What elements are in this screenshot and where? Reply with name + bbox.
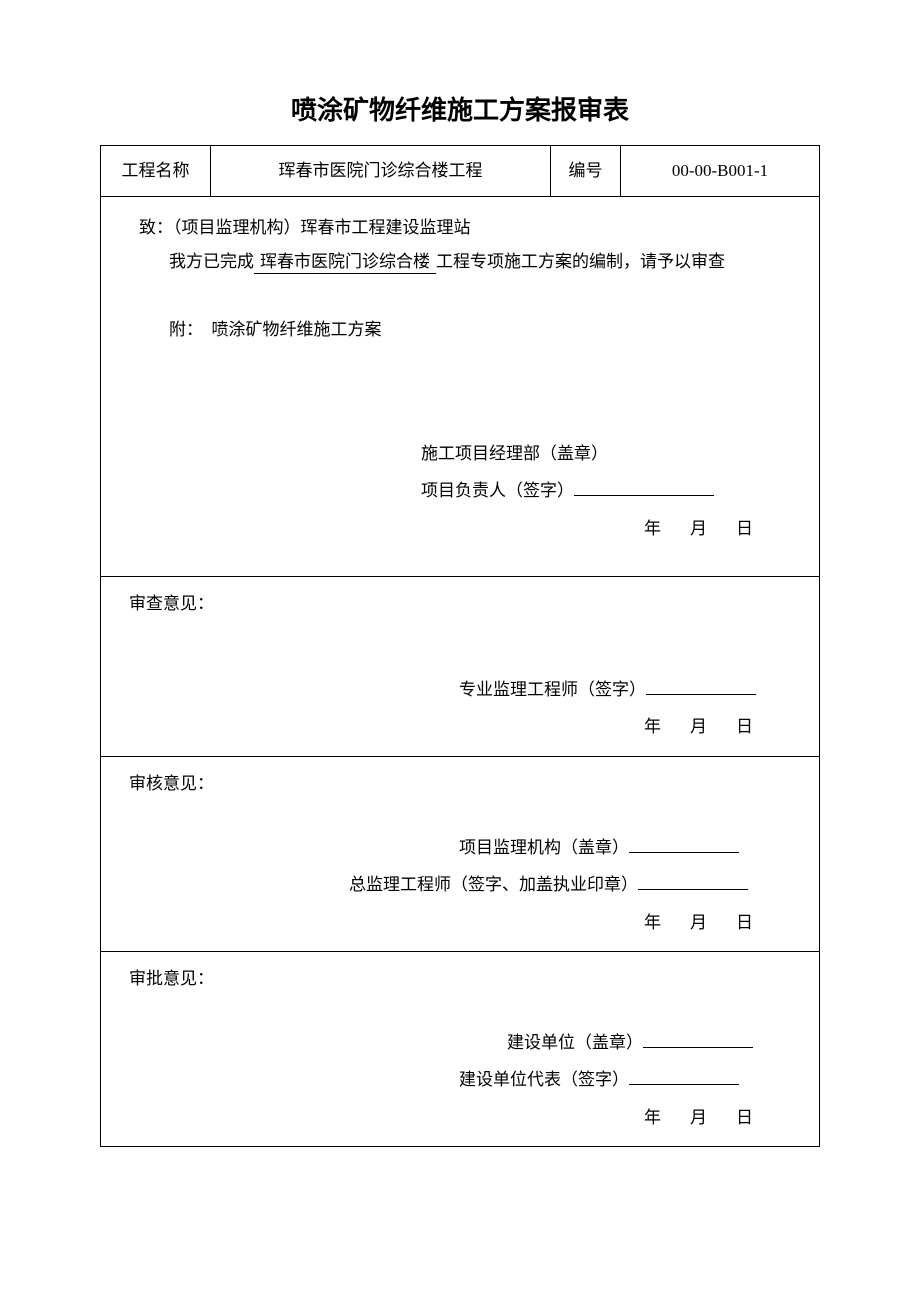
attach-name: 喷涂矿物纤维施工方案: [212, 320, 382, 339]
to-name: 珲春市工程建设监理站: [301, 218, 471, 237]
approve-section: 审批意见： 建设单位（盖章） 建设单位代表（签字） 年 月 日: [101, 951, 820, 1146]
audit-date: 年 月 日: [349, 904, 799, 941]
approve-title: 审批意见：: [129, 962, 799, 996]
person-sign-label: 项目负责人（签字）: [421, 481, 574, 500]
form-title: 喷涂矿物纤维施工方案报审表: [100, 90, 820, 127]
project-name: 珲春市医院门诊综合楼工程: [211, 146, 551, 197]
review-title: 审查意见：: [129, 587, 799, 621]
completed-suffix: 工程专项施工方案的编制，请予以审查: [436, 252, 725, 271]
audit-title: 审核意见：: [129, 767, 799, 801]
approve-sign-blank: [629, 1068, 739, 1085]
review-sign-label: 专业监理工程师（签字）: [459, 680, 646, 699]
submission-date: 年 月 日: [421, 510, 799, 547]
to-prefix: 致：（项目监理机构）: [139, 218, 301, 237]
project-label: 工程名称: [101, 146, 211, 197]
review-sign-blank: [646, 678, 756, 695]
audit-sign-label: 总监理工程师（签字、加盖执业印章）: [349, 875, 638, 894]
review-section: 审查意见： 专业监理工程师（签字） 年 月 日: [101, 577, 820, 757]
approve-sign-label: 建设单位代表（签字）: [459, 1070, 629, 1089]
completed-project: 珲春市医院门诊综合楼: [254, 251, 436, 274]
approval-form-table: 工程名称 珲春市医院门诊综合楼工程 编号 00-00-B001-1 致：（项目监…: [100, 145, 820, 1147]
audit-sign-blank: [638, 873, 748, 890]
audit-org-blank: [629, 836, 739, 853]
completed-prefix: 我方已完成: [169, 252, 254, 271]
person-sign-blank: [574, 479, 714, 496]
code-value: 00-00-B001-1: [621, 146, 820, 197]
audit-org-label: 项目监理机构（盖章）: [459, 838, 629, 857]
dept-stamp-line: 施工项目经理部（盖章）: [421, 435, 799, 472]
approve-org-blank: [643, 1031, 753, 1048]
attach-label: 附：: [169, 320, 195, 339]
review-date: 年 月 日: [459, 708, 799, 745]
approve-date: 年 月 日: [459, 1099, 799, 1136]
code-label: 编号: [551, 146, 621, 197]
submission-body: 致：（项目监理机构）珲春市工程建设监理站 我方已完成珲春市医院门诊综合楼工程专项…: [101, 197, 820, 577]
approve-org-label: 建设单位（盖章）: [507, 1033, 643, 1052]
header-row: 工程名称 珲春市医院门诊综合楼工程 编号 00-00-B001-1: [101, 146, 820, 197]
audit-section: 审核意见： 项目监理机构（盖章） 总监理工程师（签字、加盖执业印章） 年 月 日: [101, 756, 820, 951]
